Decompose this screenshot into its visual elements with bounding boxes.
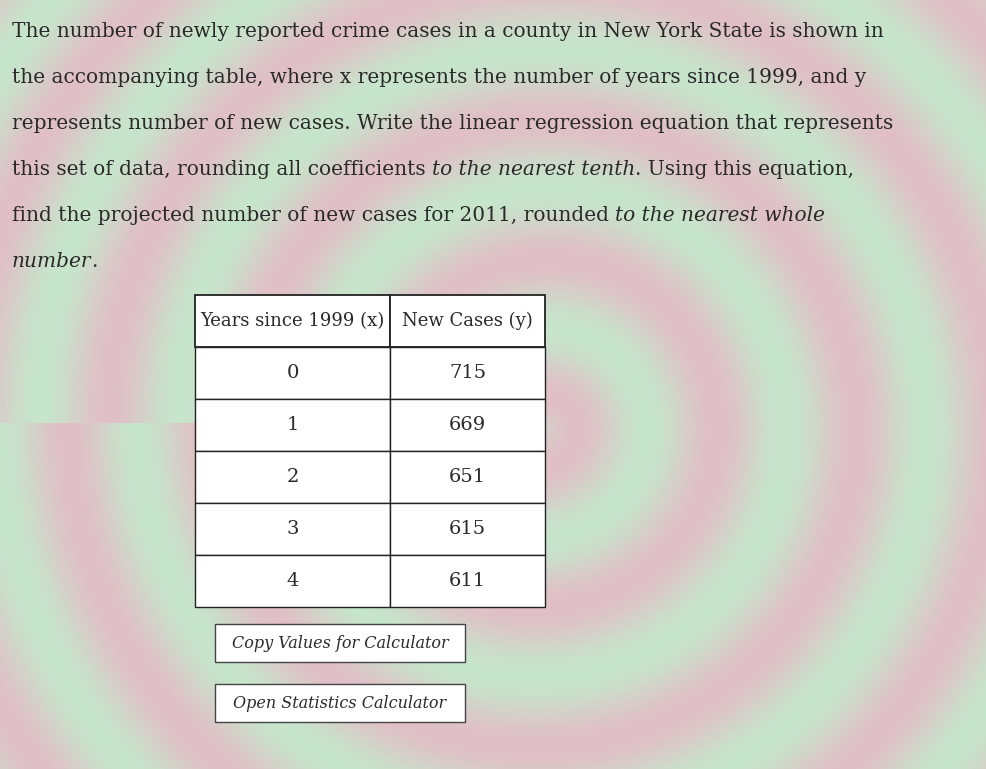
Text: the accompanying table, where x represents the number of years since 1999, and y: the accompanying table, where x represen… <box>12 68 866 87</box>
Text: 669: 669 <box>449 416 486 434</box>
Text: 2: 2 <box>286 468 299 486</box>
FancyBboxPatch shape <box>195 399 389 451</box>
Text: to the nearest tenth: to the nearest tenth <box>432 160 635 179</box>
Text: .: . <box>92 252 98 271</box>
Text: 651: 651 <box>449 468 485 486</box>
FancyBboxPatch shape <box>389 503 544 555</box>
Text: 715: 715 <box>449 364 485 382</box>
FancyBboxPatch shape <box>195 295 389 347</box>
Text: number: number <box>12 252 92 271</box>
FancyBboxPatch shape <box>195 451 389 503</box>
FancyBboxPatch shape <box>389 451 544 503</box>
Text: Copy Values for Calculator: Copy Values for Calculator <box>232 634 448 651</box>
Text: 0: 0 <box>286 364 299 382</box>
Text: 3: 3 <box>286 520 299 538</box>
Text: 1: 1 <box>286 416 299 434</box>
FancyBboxPatch shape <box>389 399 544 451</box>
Text: this set of data, rounding all coefficients: this set of data, rounding all coefficie… <box>12 160 432 179</box>
Text: find the projected number of new cases for 2011, rounded: find the projected number of new cases f… <box>12 206 614 225</box>
FancyBboxPatch shape <box>389 347 544 399</box>
Text: New Cases (y): New Cases (y) <box>401 312 532 330</box>
Text: 615: 615 <box>449 520 485 538</box>
FancyBboxPatch shape <box>195 347 389 399</box>
FancyBboxPatch shape <box>389 295 544 347</box>
Text: Years since 1999 (x): Years since 1999 (x) <box>200 312 385 330</box>
Text: Open Statistics Calculator: Open Statistics Calculator <box>234 694 446 711</box>
FancyBboxPatch shape <box>215 624 464 662</box>
Text: represents number of new cases. Write the linear regression equation that repres: represents number of new cases. Write th… <box>12 114 892 133</box>
Text: to the nearest whole: to the nearest whole <box>614 206 824 225</box>
FancyBboxPatch shape <box>389 555 544 607</box>
FancyBboxPatch shape <box>215 684 464 722</box>
Text: 611: 611 <box>449 572 485 590</box>
FancyBboxPatch shape <box>195 555 389 607</box>
Text: 4: 4 <box>286 572 299 590</box>
FancyBboxPatch shape <box>195 503 389 555</box>
Text: The number of newly reported crime cases in a county in New York State is shown : The number of newly reported crime cases… <box>12 22 882 41</box>
Text: . Using this equation,: . Using this equation, <box>635 160 854 179</box>
